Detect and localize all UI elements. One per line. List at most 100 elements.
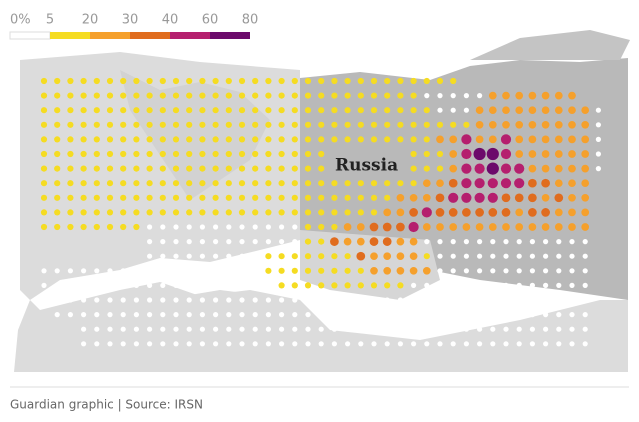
data-dot	[331, 136, 338, 143]
data-dot	[133, 77, 140, 85]
data-dot	[54, 150, 61, 158]
data-dot	[279, 341, 285, 347]
data-dot	[396, 252, 405, 261]
data-dot	[225, 150, 232, 158]
data-dot	[199, 209, 206, 216]
data-dot	[159, 194, 166, 201]
data-dot	[344, 92, 351, 99]
data-dot	[595, 122, 602, 128]
data-dot	[107, 326, 113, 332]
data-dot	[94, 341, 100, 347]
legend-swatch	[9, 31, 51, 40]
data-dot	[344, 194, 351, 201]
data-dot	[291, 165, 298, 172]
data-dot	[318, 121, 325, 128]
data-dot	[199, 194, 206, 201]
data-dot	[213, 297, 219, 303]
data-dot	[568, 106, 576, 115]
data-dot	[186, 121, 193, 128]
data-dot	[474, 178, 485, 189]
data-dot	[554, 91, 563, 100]
data-dot	[437, 107, 443, 113]
data-dot	[225, 136, 232, 143]
data-dot	[371, 326, 377, 332]
data-dot	[147, 268, 153, 274]
data-dot	[160, 282, 166, 288]
data-dot	[488, 223, 497, 231]
data-dot	[93, 136, 100, 143]
data-dot	[318, 77, 325, 85]
legend-label: 20	[82, 13, 99, 28]
data-dot	[67, 223, 74, 231]
data-dot	[147, 341, 153, 347]
data-dot	[423, 150, 430, 158]
data-dot	[67, 180, 74, 187]
data-dot	[226, 341, 232, 347]
data-dot	[503, 282, 509, 288]
data-dot	[502, 106, 510, 115]
data-dot	[252, 341, 258, 347]
data-dot	[331, 209, 338, 216]
data-dot	[488, 135, 497, 144]
data-dot	[265, 121, 272, 128]
data-dot	[382, 237, 392, 246]
data-dot	[41, 268, 47, 274]
data-dot	[213, 268, 219, 274]
data-dot	[370, 92, 378, 99]
data-dot	[424, 282, 430, 288]
data-dot	[146, 194, 153, 201]
data-dot	[120, 180, 127, 187]
data-dot	[120, 107, 127, 114]
data-dot	[292, 297, 298, 303]
data-dot	[213, 239, 219, 245]
data-dot	[318, 150, 325, 158]
data-dot	[292, 224, 298, 230]
data-dot	[318, 267, 325, 274]
data-dot	[239, 297, 245, 303]
data-dot	[450, 326, 456, 332]
data-dot	[80, 209, 87, 216]
data-dot	[133, 326, 139, 332]
data-dot	[477, 297, 483, 303]
data-dot	[226, 224, 232, 230]
data-dot	[199, 326, 205, 332]
dot-grid	[40, 77, 602, 347]
data-dot	[93, 92, 100, 99]
data-dot	[265, 136, 272, 143]
data-dot	[318, 194, 325, 201]
data-dot	[396, 208, 405, 217]
data-dot	[371, 312, 377, 318]
data-dot	[448, 178, 458, 188]
data-dot	[225, 77, 232, 85]
data-dot	[343, 237, 352, 246]
data-dot	[304, 267, 312, 274]
data-dot	[226, 268, 232, 274]
data-dot	[54, 312, 60, 318]
data-dot	[569, 341, 575, 347]
data-dot	[477, 312, 483, 318]
data-dot	[543, 268, 549, 274]
data-dot	[529, 312, 536, 318]
data-dot	[569, 326, 575, 332]
data-dot	[226, 312, 232, 318]
data-dot	[500, 163, 512, 174]
data-dot	[80, 223, 87, 231]
data-dot	[331, 341, 337, 347]
data-dot	[291, 194, 298, 201]
data-dot	[93, 121, 100, 128]
data-dot	[54, 77, 61, 85]
data-dot	[120, 282, 126, 288]
data-dot	[146, 150, 153, 158]
data-dot	[291, 107, 298, 114]
data-dot	[186, 253, 192, 259]
data-dot	[67, 121, 74, 128]
data-dot	[81, 297, 87, 303]
data-dot	[304, 209, 312, 216]
data-dot	[370, 107, 378, 114]
data-dot	[529, 297, 536, 303]
data-dot	[477, 341, 483, 347]
data-dot	[238, 92, 246, 99]
data-dot	[410, 107, 417, 114]
data-dot	[384, 297, 390, 303]
data-dot	[384, 121, 391, 128]
